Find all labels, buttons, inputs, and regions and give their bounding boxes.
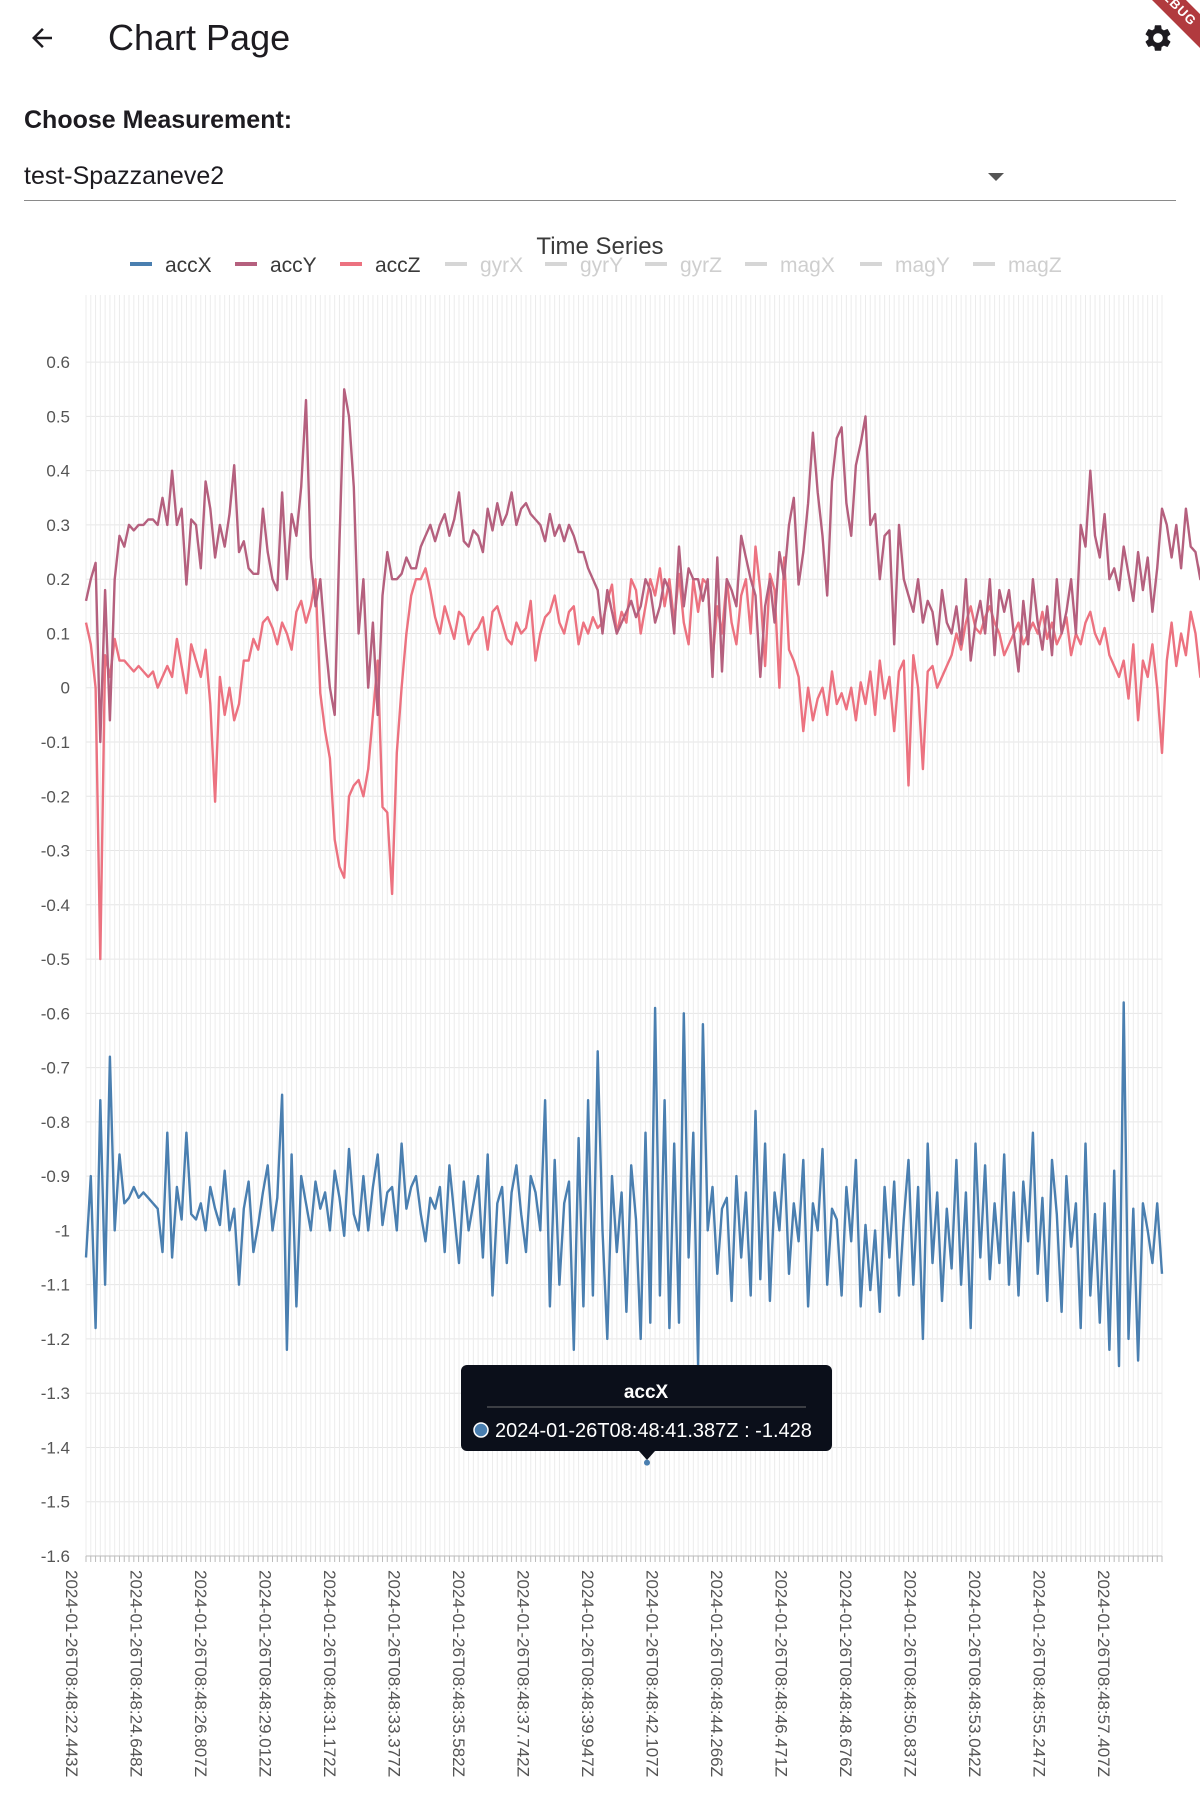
series-line-accX xyxy=(84,1001,1164,1368)
y-tick-label: -0.9 xyxy=(41,1167,70,1186)
y-tick-label: -1.5 xyxy=(41,1493,70,1512)
y-tick-label: -0.7 xyxy=(41,1059,70,1078)
y-tick-label: 0.3 xyxy=(46,516,70,535)
legend-item-gyrX[interactable]: gyrX xyxy=(445,254,523,277)
measurement-selected-value: test-Spazzaneve2 xyxy=(24,162,225,190)
y-tick-label: -1.2 xyxy=(41,1330,70,1349)
legend-label: gyrY xyxy=(580,254,623,277)
x-tick-label: 2024-01-26T08:48:57.407Z xyxy=(1094,1570,1113,1777)
y-tick-label: -1.6 xyxy=(41,1547,70,1566)
gear-icon xyxy=(1145,25,1171,51)
y-tick-label: -0.8 xyxy=(41,1113,70,1132)
x-tick-label: 2024-01-26T08:48:53.042Z xyxy=(965,1570,984,1777)
x-tick-label: 2024-01-26T08:48:46.471Z xyxy=(772,1570,791,1777)
x-tick-label: 2024-01-26T08:48:42.107Z xyxy=(643,1570,662,1777)
legend-item-magX[interactable]: magX xyxy=(745,254,835,277)
x-tick-label: 2024-01-26T08:48:31.172Z xyxy=(320,1570,339,1777)
x-tick-label: 2024-01-26T08:48:39.947Z xyxy=(578,1570,597,1777)
legend-item-gyrZ[interactable]: gyrZ xyxy=(645,254,722,277)
legend-item-magZ[interactable]: magZ xyxy=(973,254,1062,277)
x-tick-label: 2024-01-26T08:48:50.837Z xyxy=(901,1570,920,1777)
legend-label: accY xyxy=(270,254,317,277)
chart-series xyxy=(84,388,1200,1368)
y-tick-label: 0 xyxy=(61,679,70,698)
tooltip-point xyxy=(644,1459,650,1466)
legend-label: magY xyxy=(895,254,950,277)
tooltip-box xyxy=(461,1365,832,1451)
y-tick-label: -1.1 xyxy=(41,1276,70,1295)
chart-tooltip: accX 2024-01-26T08:48:41.387Z : -1.428 xyxy=(461,1365,832,1466)
chart-legend: accX accY accZ gyrX gyrY gyrZ magX magY magZ xyxy=(130,254,1062,277)
y-tick-label: -0.1 xyxy=(41,733,70,752)
page-title: Chart Page xyxy=(108,17,291,58)
x-tick-label: 2024-01-26T08:48:48.676Z xyxy=(836,1570,855,1777)
y-tick-label: -0.2 xyxy=(41,787,70,806)
chart-grid xyxy=(85,295,1163,1557)
legend-label: accZ xyxy=(375,254,421,277)
y-tick-label: 0.1 xyxy=(46,624,70,643)
y-tick-label: -1.3 xyxy=(41,1384,70,1403)
series-line-accY xyxy=(84,388,1200,744)
x-tick-label: 2024-01-26T08:48:22.443Z xyxy=(62,1570,81,1777)
chart-title: Time Series xyxy=(536,233,663,260)
legend-item-accZ[interactable]: accZ xyxy=(340,254,421,277)
y-tick-label: -0.6 xyxy=(41,1004,70,1023)
x-tick-label: 2024-01-26T08:48:26.807Z xyxy=(191,1570,210,1777)
time-series-chart[interactable]: Time Series accX accY accZ gyrX gyrY gyrZ magX… xyxy=(0,220,1200,1804)
y-tick-label: -1.4 xyxy=(41,1438,70,1457)
y-axis: 0.6 0.5 0.4 0.3 0.2 0.1 0 -0.1 -0.2 -0.3 -0.4 -0.5 -… xyxy=(41,353,70,1566)
x-tick-label: 2024-01-26T08:48:24.648Z xyxy=(127,1570,146,1777)
tooltip-marker xyxy=(473,1422,489,1438)
x-tick-label: 2024-01-26T08:48:55.247Z xyxy=(1030,1570,1049,1777)
app-bar: Chart Page DEBUG xyxy=(0,0,1200,76)
tooltip-value: 2024-01-26T08:48:41.387Z : -1.428 xyxy=(495,1420,812,1442)
legend-item-gyrY[interactable]: gyrY xyxy=(545,254,623,277)
x-tick-label: 2024-01-26T08:48:33.377Z xyxy=(385,1570,404,1777)
x-axis: 2024-01-26T08:48:22.443Z 2024-01-26T08:48… xyxy=(62,1555,1163,1777)
measurement-label: Choose Measurement: xyxy=(24,106,293,134)
legend-label: magX xyxy=(780,254,835,277)
tooltip-title: accX xyxy=(624,1382,669,1403)
y-tick-label: 0.6 xyxy=(46,353,70,372)
y-tick-label: 0.5 xyxy=(46,407,70,426)
x-tick-label: 2024-01-26T08:48:44.266Z xyxy=(707,1570,726,1777)
y-tick-label: -0.5 xyxy=(41,950,70,969)
y-tick-label: -0.4 xyxy=(41,896,70,915)
legend-label: magZ xyxy=(1008,254,1062,277)
arrow-left-icon xyxy=(32,28,52,48)
tooltip-pointer xyxy=(639,1451,655,1460)
legend-label: gyrX xyxy=(480,254,523,277)
y-tick-label: -0.3 xyxy=(41,842,70,861)
legend-item-magY[interactable]: magY xyxy=(860,254,950,277)
settings-button[interactable] xyxy=(1134,14,1182,62)
x-tick-label: 2024-01-26T08:48:29.012Z xyxy=(256,1570,275,1777)
x-tick-label: 2024-01-26T08:48:37.742Z xyxy=(514,1570,533,1777)
legend-label: accX xyxy=(165,254,212,277)
series-line-accZ xyxy=(84,545,1200,961)
legend-item-accX[interactable]: accX xyxy=(130,254,212,277)
y-tick-label: 0.4 xyxy=(46,462,70,481)
legend-item-accY[interactable]: accY xyxy=(235,254,317,277)
back-button[interactable] xyxy=(18,14,66,62)
x-tick-label: 2024-01-26T08:48:35.582Z xyxy=(449,1570,468,1777)
y-tick-label: 0.2 xyxy=(46,570,70,589)
legend-label: gyrZ xyxy=(680,254,722,277)
dropdown-arrow-icon xyxy=(988,173,1004,181)
y-tick-label: -1 xyxy=(55,1221,70,1240)
measurement-dropdown[interactable]: test-Spazzaneve2 xyxy=(24,156,1176,201)
